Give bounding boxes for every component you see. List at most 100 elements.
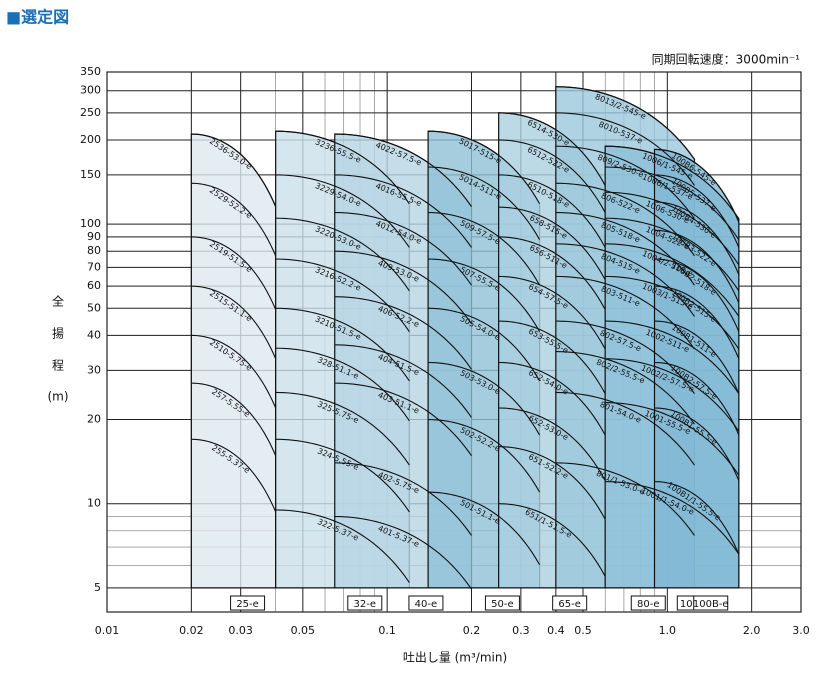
x-label: 吐出し量 (m³/min) [403,651,507,665]
pump-curve [498,320,606,394]
pump-curve [498,236,606,310]
pump-curve [555,391,695,466]
x-tick-label: 0.4 [547,624,565,637]
chart-subtitle: 同期回転速度：3000min⁻¹ [652,52,801,67]
pump-curve [605,243,740,317]
pump-curve [334,212,472,286]
group-label: 80-e [637,599,660,610]
pump-curve [334,296,472,370]
pump-curve [191,334,277,409]
pump-curve [275,391,410,466]
pump-curve [605,320,740,395]
y-tick-label: 70 [87,260,101,273]
group-box [552,595,588,611]
pump-curve [498,361,606,436]
pump-curve [275,438,410,513]
pump-curve [654,285,740,359]
x-tick-label: 0.01 [95,624,120,637]
group-label: 65-e [558,599,581,610]
pump-curve [191,382,277,456]
x-tick-label: 2.0 [743,624,761,637]
pump-curve [654,174,740,248]
pump-curve [334,250,472,325]
y-tick-label: 30 [87,363,101,376]
plot-frame [106,71,802,613]
y-unit: (m) [47,390,68,404]
pump-curve [428,258,541,332]
pump-curve [498,139,606,213]
y-tick-label: 50 [87,301,101,314]
pump-curve [654,148,740,223]
group-label: 50-e [491,599,514,610]
pump-curve [555,182,695,257]
pump-curve [275,217,410,292]
x-tick-label: 0.1 [378,624,396,637]
y-label: 程 [52,358,64,373]
pump-curve [428,307,541,382]
pump-curve [654,229,740,304]
pump-curve [498,407,606,481]
pump-curve [334,174,472,248]
pump-curve [605,275,740,350]
y-tick-label: 80 [87,244,101,257]
y-tick-label: 90 [87,230,101,243]
y-tick-label: 100 [80,217,101,230]
pump-curve [555,275,695,350]
pump-curve [605,402,740,476]
pump-curve [191,285,277,359]
pump-curve [275,307,410,382]
x-tick-label: 0.02 [179,624,204,637]
y-tick-label: 60 [87,279,101,292]
x-tick-label: 3.0 [792,624,810,637]
y-tick-label: 40 [87,328,101,341]
pump-curve [498,503,606,577]
pump-curve [555,462,695,536]
pump-curve [275,509,410,583]
group-label: 32-e [354,599,377,610]
pump-curve [498,174,606,248]
group-label: 25-e [236,599,259,610]
group-label: 100B-e [693,599,729,610]
x-tick-label: 0.03 [228,624,253,637]
pump-curve [555,243,695,317]
pump-curve [334,382,472,457]
y-label: 全 [52,294,64,309]
pump-curve [428,491,541,566]
group-box [484,595,520,611]
y-tick-label: 350 [80,65,101,78]
group-label: 40-e [415,599,438,610]
x-tick-label: 0.05 [291,624,316,637]
y-tick-label: 300 [80,84,101,97]
chart-title: ■選定図 [6,8,69,27]
pump-curve [275,130,410,205]
pump-curve [334,133,472,207]
pump-curve [334,344,472,418]
y-tick-label: 5 [94,581,101,594]
y-tick-label: 10 [87,497,101,510]
pump-curve [428,166,541,240]
pump-curve [555,112,695,186]
y-tick-label: 250 [80,106,101,119]
pump-curve [555,86,695,160]
pump-curve [605,166,740,240]
pump-curve [654,481,740,555]
pump-curve [428,361,541,436]
pump-curve [428,130,541,205]
pump-curve [498,206,606,281]
pump-curve [498,275,606,350]
group-box [693,595,729,611]
pump-curve [498,112,606,186]
x-tick-label: 0.5 [574,624,592,637]
pump-curve [275,347,410,422]
pump-curve [334,515,472,590]
pump-curve [605,145,740,220]
pump-curve [654,320,740,394]
pump-curve [654,361,740,436]
pump-curve [555,351,695,425]
pump-curve [605,191,740,266]
pump-curve [191,182,277,257]
y-tick-label: 20 [87,413,101,426]
pump-curve [428,212,541,286]
x-tick-label: 0.3 [512,624,530,637]
